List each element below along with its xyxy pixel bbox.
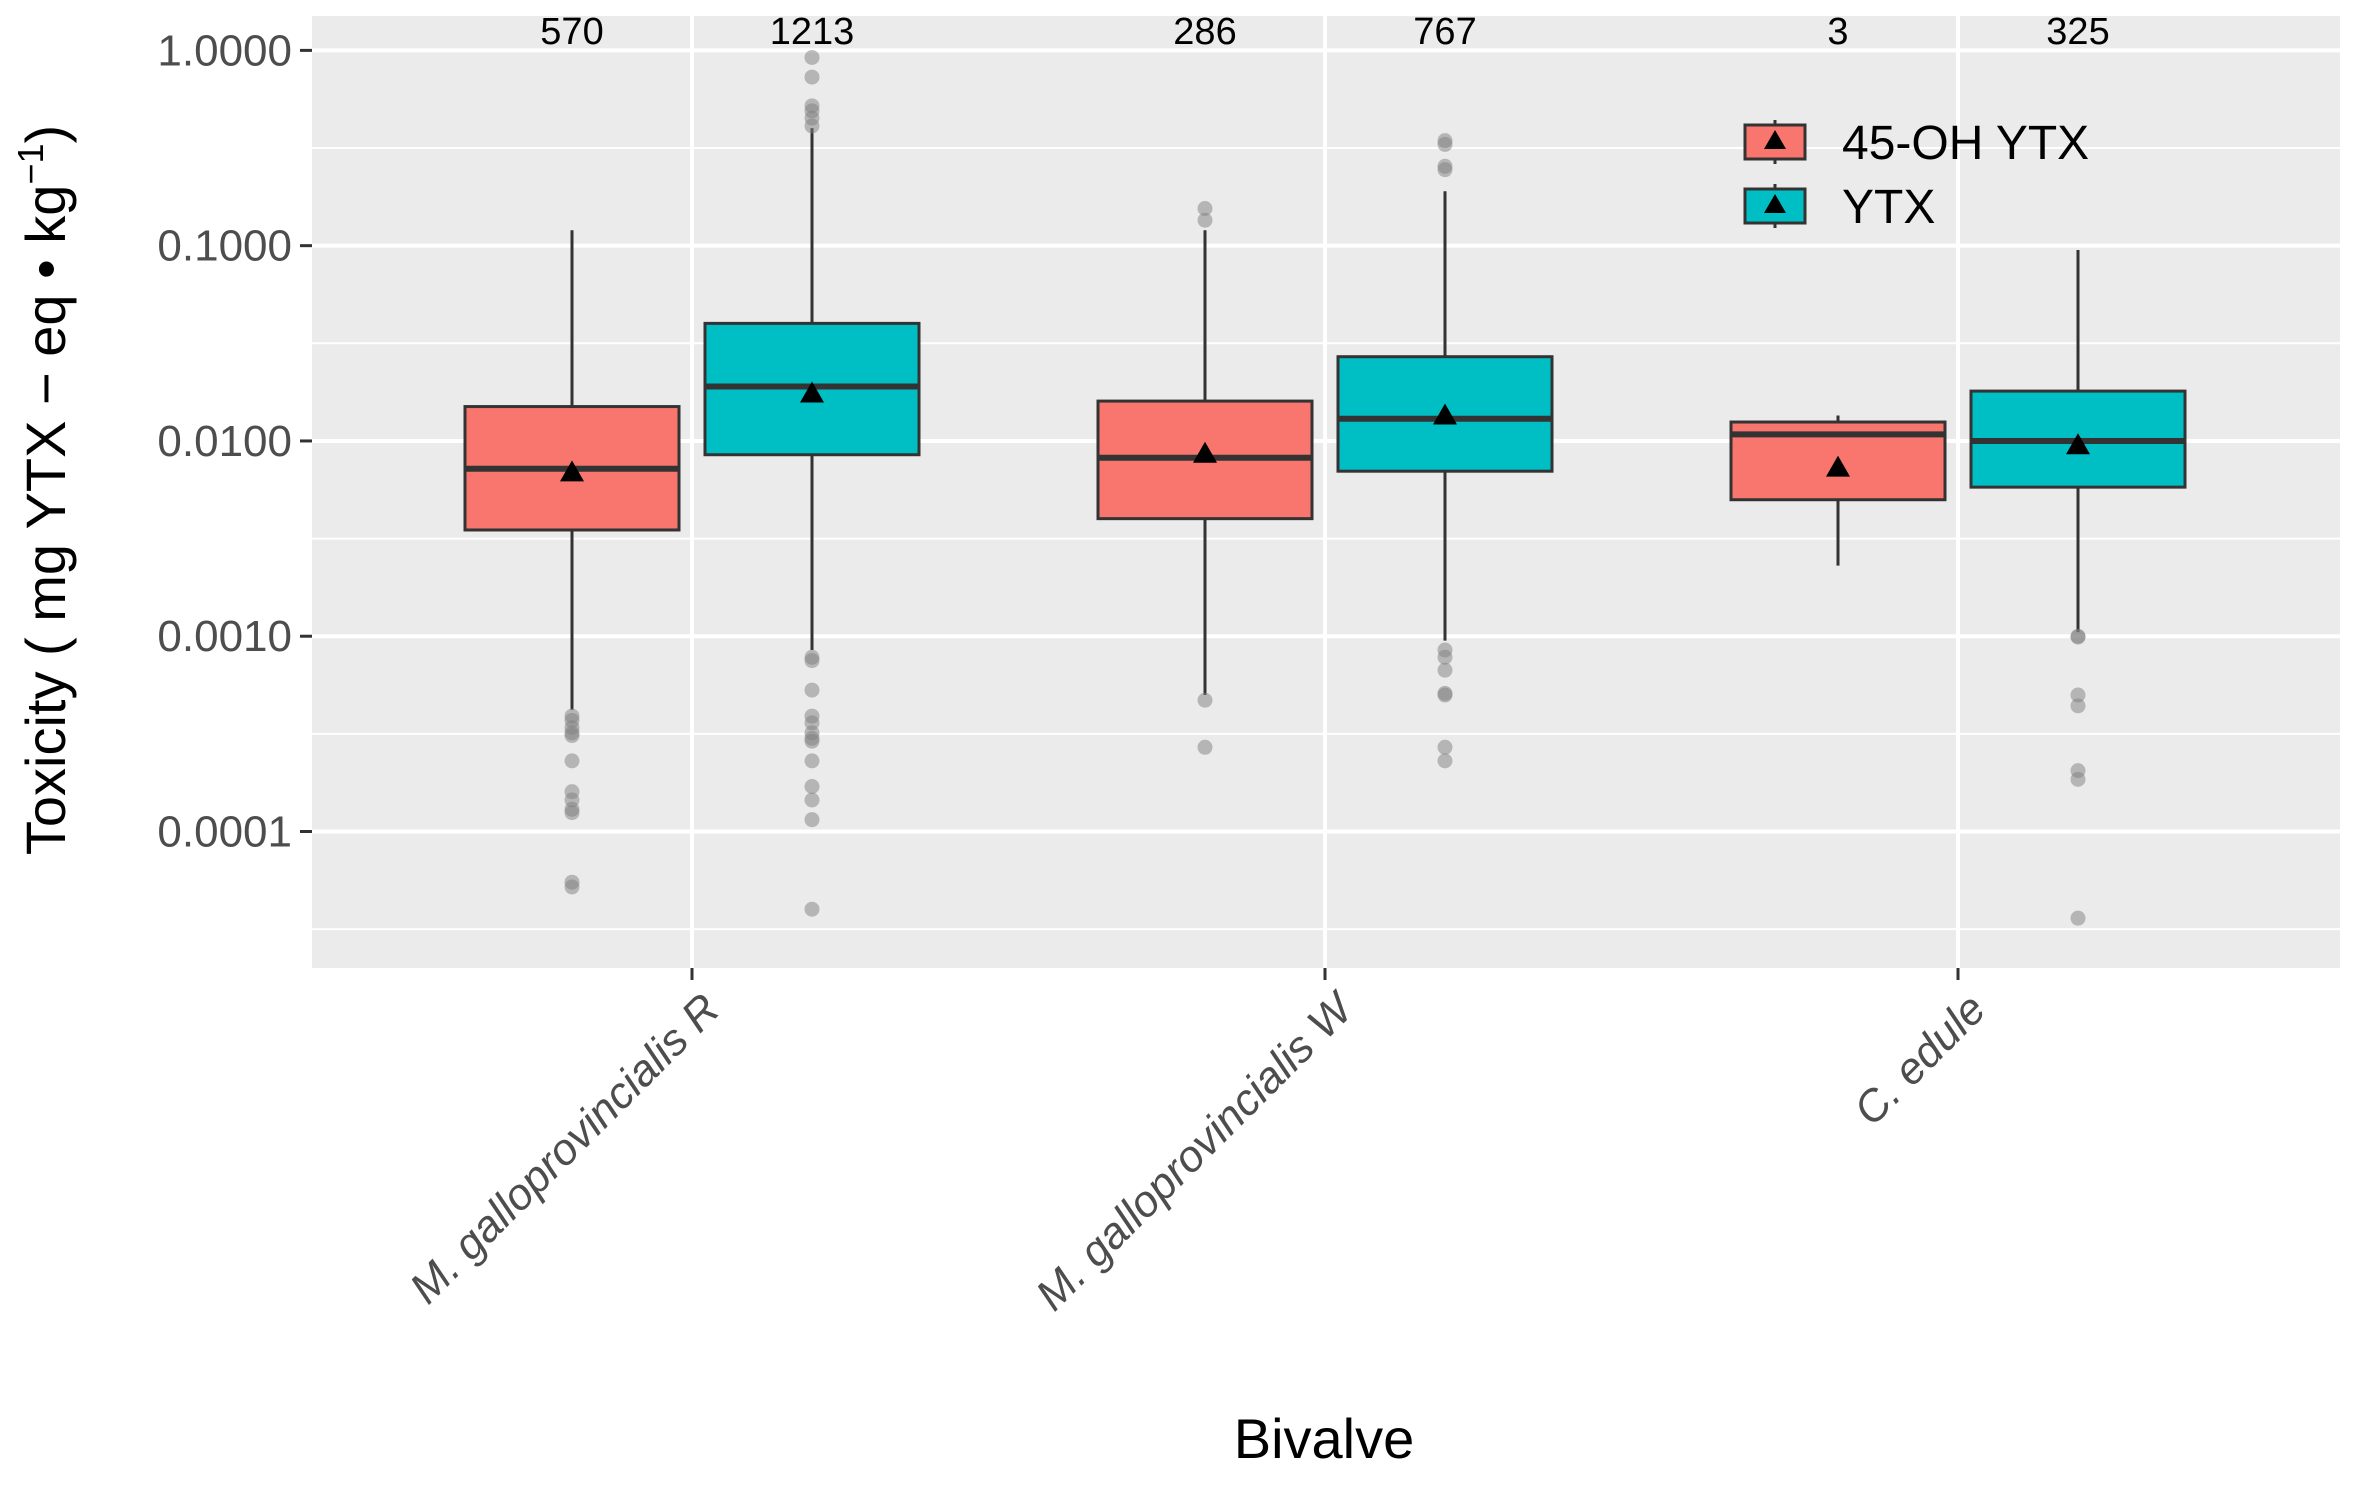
box-YTX-M. galloprovincialis R (703, 49, 921, 917)
y-axis-ticks: 0.0001 0.0010 0.0100 0.1000 1.0000 (157, 26, 312, 857)
x-tick-label: C. edule (1845, 984, 1996, 1135)
outlier-point (2070, 910, 2086, 926)
y-axis-title-exponent: −1 (10, 144, 51, 185)
outlier-point (2070, 687, 2086, 703)
mean-marker (560, 460, 584, 482)
box-45-OH YTX-C. edule (1729, 415, 1947, 566)
y-tick-label: 0.0100 (157, 417, 292, 466)
count-label: 325 (2046, 11, 2109, 53)
outlier-point (1437, 687, 1453, 703)
mean-marker (2066, 433, 2090, 455)
outlier-point (804, 901, 820, 917)
legend-label: 45-OH YTX (1842, 117, 2089, 170)
box-45-OH YTX-M. galloprovincialis R (463, 230, 681, 895)
outlier-point (804, 653, 820, 669)
outlier-point (564, 805, 580, 821)
count-label: 767 (1413, 11, 1476, 53)
count-label: 1213 (770, 11, 855, 53)
y-tick-label: 1.0000 (157, 26, 292, 75)
outlier-point (564, 879, 580, 895)
outlier-point (1437, 649, 1453, 665)
count-label: 286 (1173, 11, 1236, 53)
y-tick-label: 0.0010 (157, 612, 292, 661)
outlier-point (1437, 662, 1453, 678)
count-label: 3 (1827, 11, 1848, 53)
y-axis-title-main: Toxicity ( mg YTX − eq • kg (14, 185, 77, 856)
legend-label: YTX (1842, 181, 1935, 234)
outlier-point (1437, 162, 1453, 178)
legend-key-mean-marker (1764, 194, 1786, 213)
outlier-point (564, 753, 580, 769)
outlier-point (804, 792, 820, 808)
y-axis-title: Toxicity ( mg YTX − eq • kg−1) (10, 125, 77, 855)
outlier-point (804, 118, 820, 134)
box-YTX-C. edule (1969, 250, 2187, 926)
legend: 45-OH YTX YTX (1743, 117, 2089, 234)
boxplots (463, 49, 2187, 926)
outlier-point (2070, 698, 2086, 714)
outlier-point (1437, 739, 1453, 755)
x-axis-ticks: M. galloprovincialis R M. galloprovincial… (400, 968, 1995, 1320)
x-tick-label: M. galloprovincialis W (1027, 982, 1365, 1320)
mean-marker (1193, 441, 1217, 463)
x-axis-title: Bivalve (1234, 1407, 1415, 1470)
count-label: 570 (540, 11, 603, 53)
y-axis-title-end: ) (14, 125, 77, 144)
mean-marker (800, 381, 824, 403)
legend-key-box (1743, 123, 1807, 161)
legend-key-mean-marker (1764, 130, 1786, 149)
box-YTX-M. galloprovincialis W (1336, 133, 1554, 769)
outlier-point (804, 812, 820, 828)
x-tick-label: M. galloprovincialis R (400, 984, 729, 1313)
outlier-point (1197, 739, 1213, 755)
outlier-point (1197, 200, 1213, 216)
outlier-point (804, 753, 820, 769)
outlier-point (804, 49, 820, 65)
outlier-point (2070, 771, 2086, 787)
outlier-point (1197, 212, 1213, 228)
legend-entry: YTX (1743, 181, 1935, 234)
count-labels: 570 1213 286 767 3 325 (540, 11, 2109, 53)
y-tick-label: 0.0001 (157, 808, 292, 857)
outlier-point (804, 779, 820, 795)
outlier-point (804, 682, 820, 698)
mean-marker (1826, 455, 1850, 477)
legend-entry: 45-OH YTX (1743, 117, 2089, 170)
outlier-point (1437, 136, 1453, 152)
outlier-point (1197, 692, 1213, 708)
box-45-OH YTX-M. galloprovincialis W (1096, 200, 1314, 755)
outlier-point (1437, 753, 1453, 769)
outlier-point (2070, 629, 2086, 645)
outlier-point (804, 69, 820, 85)
outlier-point (804, 733, 820, 749)
mean-marker (1433, 403, 1457, 425)
y-tick-label: 0.1000 (157, 222, 292, 271)
outlier-point (564, 728, 580, 744)
